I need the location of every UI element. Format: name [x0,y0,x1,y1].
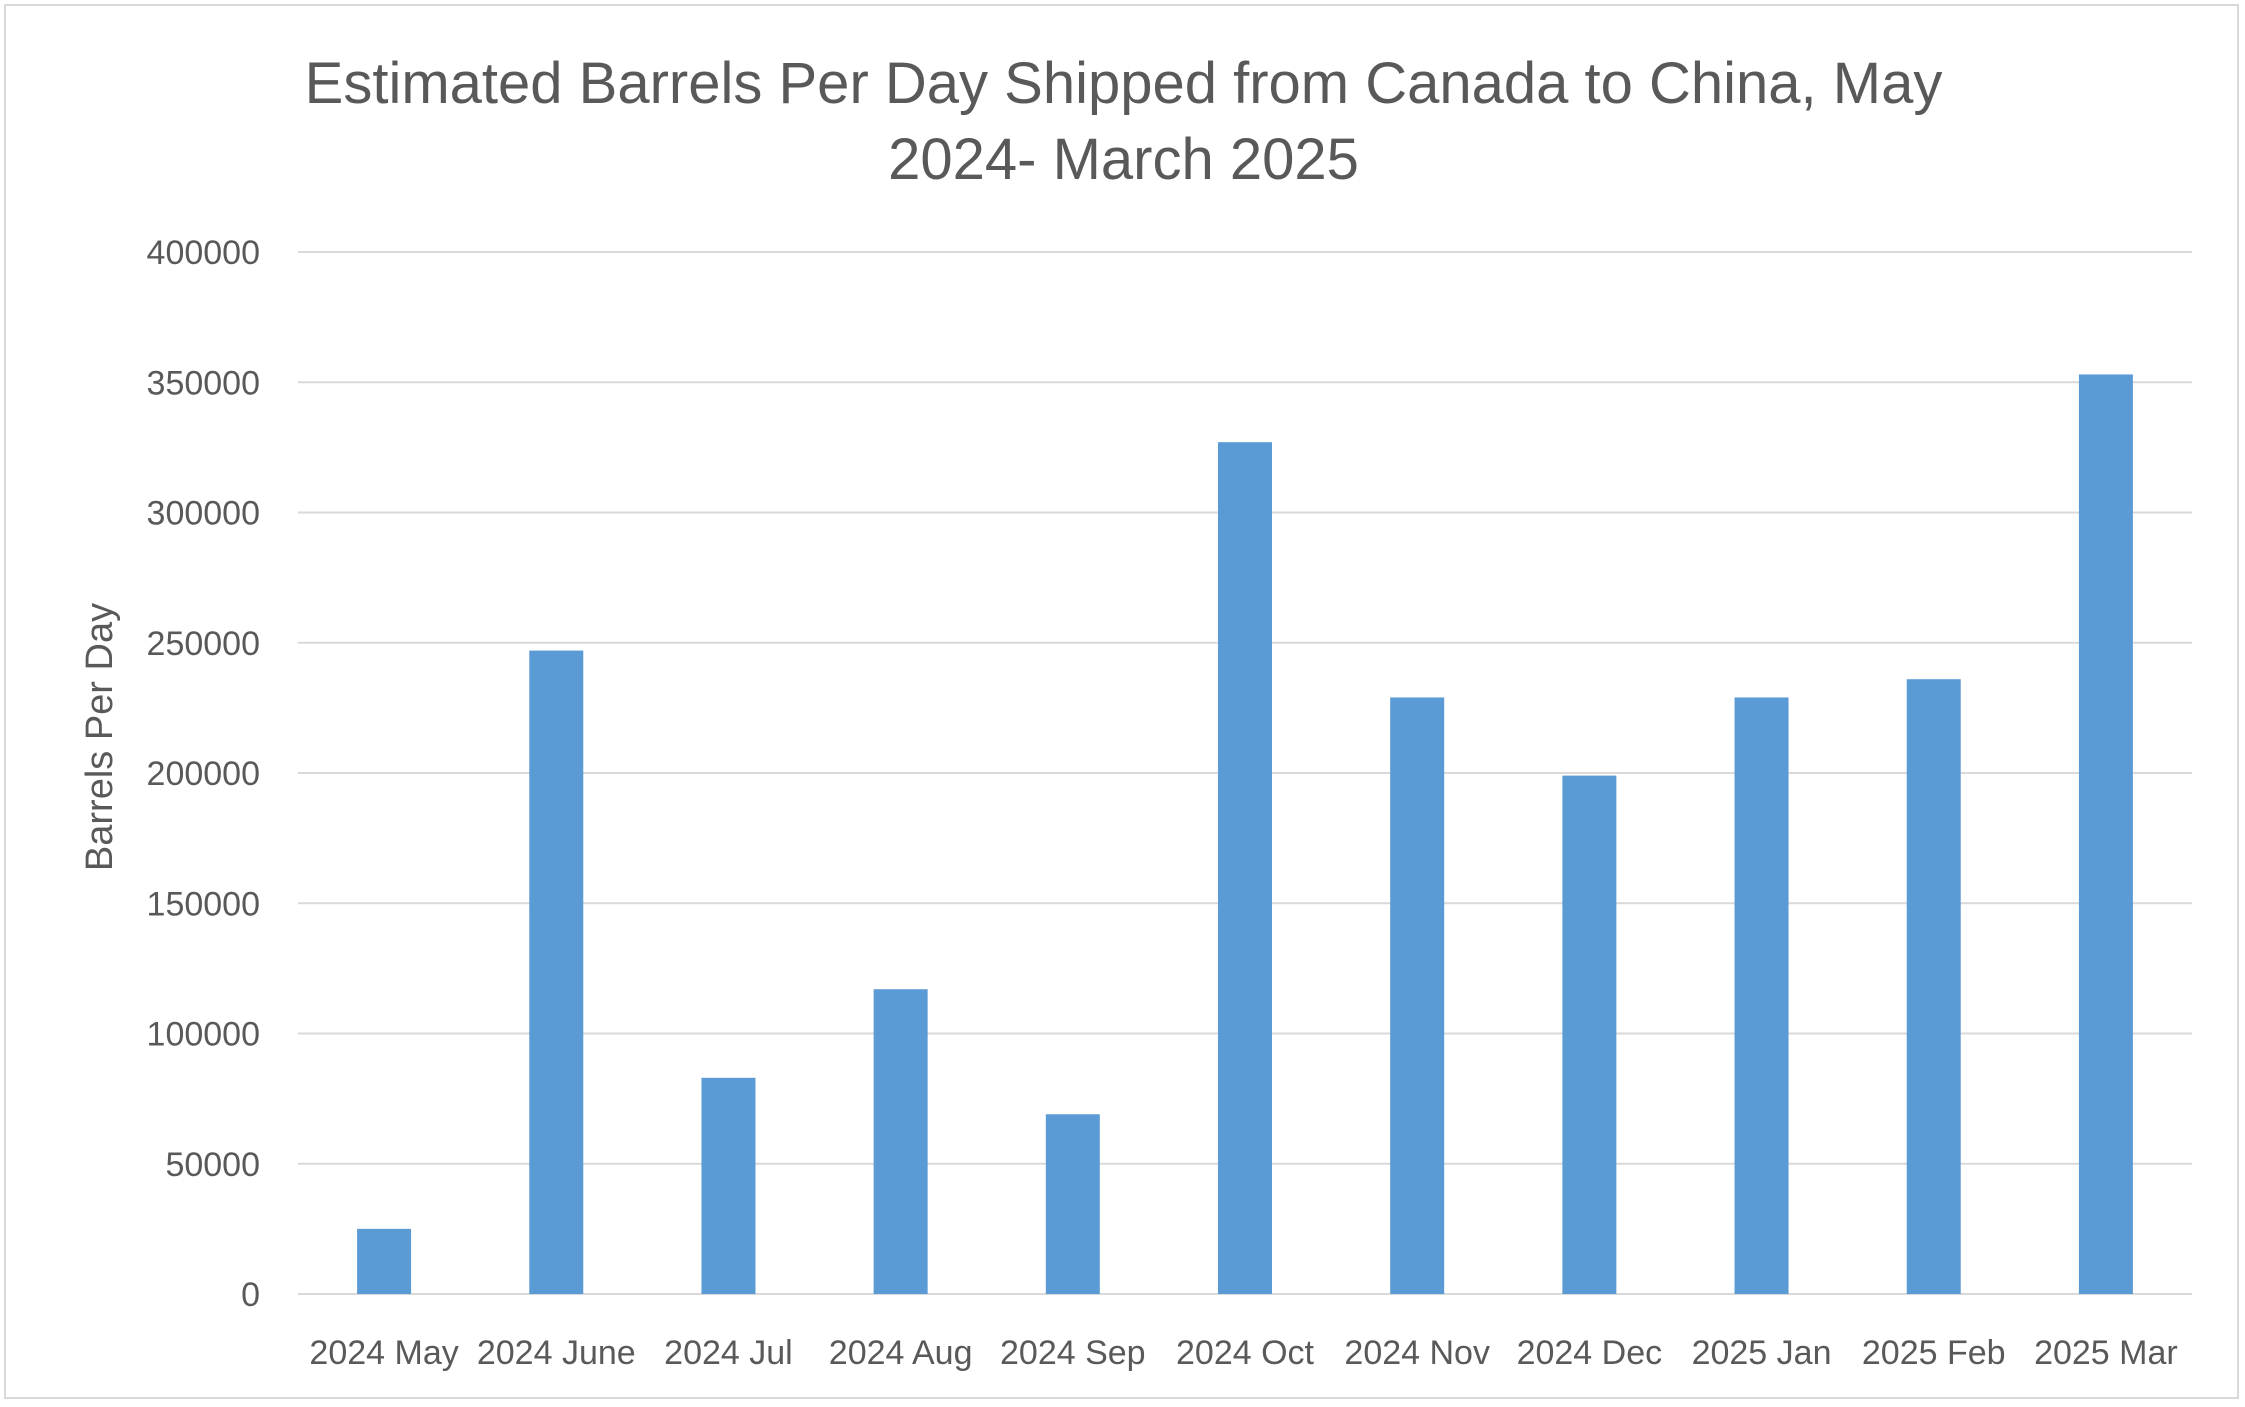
y-tick-label: 150000 [147,885,260,923]
y-axis-title: Barrels Per Day [79,603,121,871]
bars [357,374,2133,1294]
x-tick-label: 2025 Jan [1692,1334,1832,1372]
x-tick-label: 2024 Dec [1517,1334,1663,1372]
chart-title-line-1: Estimated Barrels Per Day Shipped from C… [304,51,1943,116]
bar [1906,679,1961,1294]
y-tick-label: 300000 [147,495,260,533]
bar [1562,775,1617,1294]
y-tick-label: 400000 [147,234,260,272]
x-tick-label: 2025 Feb [1862,1334,2006,1372]
bar [873,989,928,1294]
x-axis-tick-labels: 2024 May 2024 June 2024 Jul 2024 Aug 2024 Se… [309,1334,2177,1372]
y-tick-label: 50000 [165,1146,260,1184]
x-tick-label: 2024 June [477,1334,636,1372]
bar [1734,697,1789,1294]
y-axis-tick-labels: 0 50000 100000 150000 200000 250000 300000 3500… [147,234,260,1314]
y-tick-label: 0 [241,1276,260,1314]
x-tick-label: 2025 Mar [2034,1334,2178,1372]
bar [1390,697,1445,1294]
y-tick-label: 100000 [147,1016,260,1054]
bar [1218,442,1272,1294]
y-tick-label: 350000 [147,364,260,402]
y-tick-label: 250000 [147,625,260,663]
x-tick-label: 2024 Nov [1344,1334,1490,1372]
bar [701,1077,756,1294]
y-tick-label: 200000 [147,755,260,793]
chart-title-line-2: 2024- March 2025 [888,127,1359,192]
x-tick-label: 2024 May [309,1334,458,1372]
bar [357,1228,412,1294]
bar [1045,1114,1100,1294]
x-tick-label: 2024 Aug [829,1334,973,1372]
chart-title: Estimated Barrels Per Day Shipped from C… [6,46,2241,198]
bar [2078,374,2133,1294]
x-tick-label: 2024 Oct [1176,1334,1315,1372]
bar [529,650,584,1294]
x-tick-label: 2024 Sep [1000,1334,1146,1372]
bar-chart: 0 50000 100000 150000 200000 250000 300000 3500… [79,234,2192,1372]
chart-frame: Estimated Barrels Per Day Shipped from C… [4,4,2239,1399]
x-tick-label: 2024 Jul [664,1334,793,1372]
